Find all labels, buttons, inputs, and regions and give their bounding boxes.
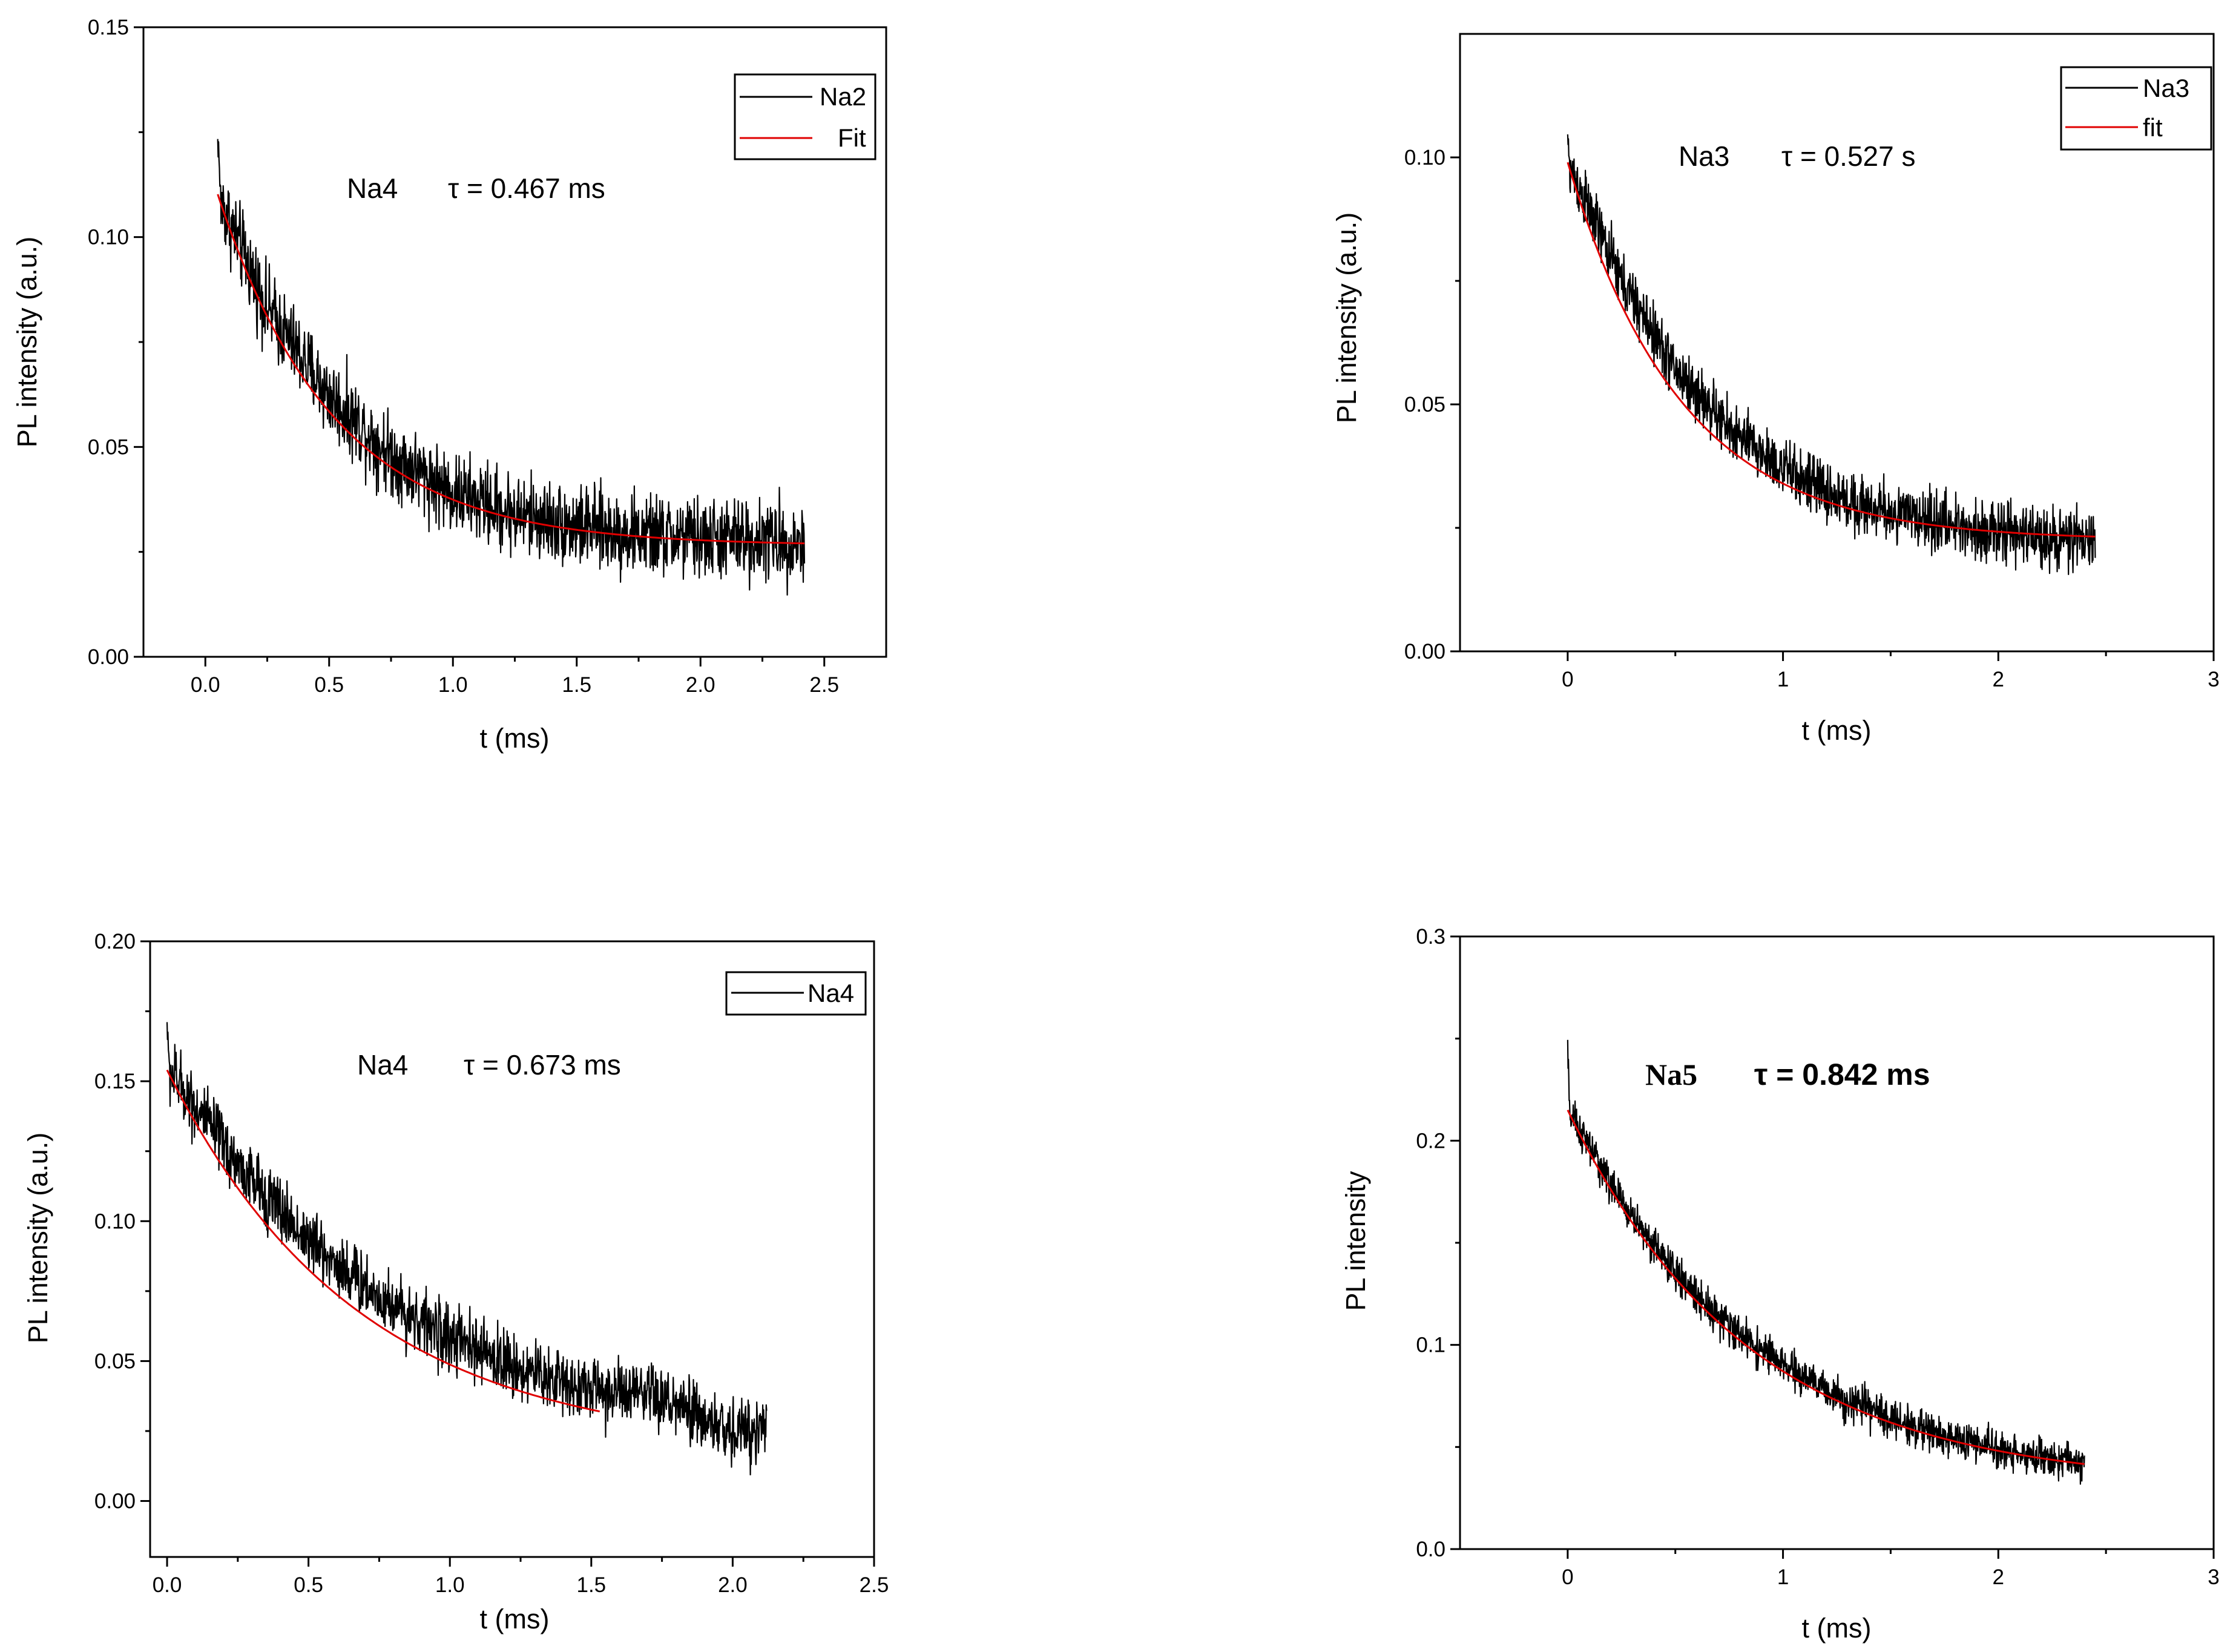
y-tick-label: 0.05 <box>88 435 129 459</box>
annotation-sample: Na4 <box>347 173 398 204</box>
panel-1: 0.00 0.05 0.10 0.15 0.0 0.5 1.0 1.5 2.0 2.5 t (m… <box>12 16 887 754</box>
y-tick-label: 0.2 <box>1416 1129 1445 1153</box>
x-ticks: 0 1 2 3 <box>1562 651 2220 691</box>
fit-curve <box>1567 162 2096 538</box>
y-ticks: 0.00 0.05 0.10 0.15 <box>88 16 143 669</box>
y-tick-label: 0.20 <box>94 930 136 953</box>
annotation-tau: τ = 0.467 ms <box>448 173 605 204</box>
legend: Na2 Fit <box>734 73 876 160</box>
y-tick-label: 0.0 <box>1416 1538 1445 1561</box>
plot-frame <box>149 940 875 1558</box>
y-tick-label: 0.15 <box>94 1070 136 1093</box>
series-line-na2 <box>217 139 806 596</box>
x-tick-label: 3 <box>2208 668 2219 691</box>
x-tick-label: 1.0 <box>438 673 468 697</box>
legend-label-na4: Na4 <box>807 979 854 1007</box>
x-tick-label: 2 <box>1993 668 2004 691</box>
legend: Na3 fit <box>2060 66 2212 151</box>
annotation-sample: Na3 <box>1679 140 1729 172</box>
y-ticks: 0.00 0.05 0.10 <box>1404 146 1460 663</box>
x-tick-label: 1.5 <box>576 1573 606 1597</box>
panel-3: 0.000.050.100.150.20 0.0 0.5 1.0 1.5 2.0 2.5 … <box>22 930 889 1634</box>
annotation-tau: τ = 0.842 ms <box>1754 1058 1930 1091</box>
y-ticks: 0.0 0.1 0.2 0.3 <box>1416 925 1460 1561</box>
legend-label-na3: Na3 <box>2143 74 2189 102</box>
plot-frame <box>1459 33 2215 653</box>
panel-4: 0.0 0.1 0.2 0.3 0 1 2 3 t (ms) PL intensity Na… <box>1340 925 2220 1644</box>
y-tick-label: 0.10 <box>94 1209 136 1233</box>
y-ticks: 0.00 0.05 0.10 0.15 0.20 <box>94 930 150 1513</box>
y-tick-label: 0.00 <box>1404 640 1445 663</box>
x-tick-label: 3 <box>2208 1565 2219 1589</box>
x-tick-label: 2.5 <box>860 1573 889 1597</box>
x-ticks: 0 1 2 3 <box>1562 1549 2220 1589</box>
x-ticks: 0.0 0.5 1.0 1.5 2.0 2.5 <box>191 657 839 697</box>
x-tick-label: 2.5 <box>809 673 839 697</box>
x-tick-label: 1 <box>1777 1565 1789 1589</box>
y-axis-label: PL intensity <box>1340 1171 1371 1311</box>
y-tick-label: 0.10 <box>88 226 129 249</box>
legend: Na4 <box>725 971 867 1016</box>
y-tick-label: 0.00 <box>88 645 129 669</box>
y-tick-label: 0.10 <box>1404 146 1445 169</box>
x-axis-label: t (ms) <box>1802 715 1872 746</box>
x-axis-label: t (ms) <box>1802 1613 1872 1644</box>
annotation-tau: τ = 0.673 ms <box>464 1049 621 1081</box>
y-tick-label: 0.1 <box>1416 1334 1445 1357</box>
series-line-na4 <box>166 1022 768 1476</box>
legend-label-fit: fit <box>2143 113 2163 142</box>
x-tick-label: 1.0 <box>435 1573 465 1597</box>
fit-curve <box>166 1069 600 1413</box>
x-tick-label: 0.0 <box>191 673 220 697</box>
series-line-na5 <box>1567 1039 2085 1485</box>
y-tick-label: 0.05 <box>94 1349 136 1373</box>
x-tick-label: 0.0 <box>153 1573 182 1597</box>
y-tick-label: 0.3 <box>1416 925 1445 949</box>
x-tick-label: 2.0 <box>686 673 715 697</box>
x-axis-label: t (ms) <box>480 723 550 754</box>
plot-frame <box>1459 935 2215 1550</box>
y-tick-label: 0.15 <box>88 16 129 39</box>
x-tick-label: 2.0 <box>718 1573 748 1597</box>
x-tick-label: 1.5 <box>562 673 591 697</box>
legend-label-na2: Na2 <box>820 82 866 111</box>
fit-curve <box>217 194 805 545</box>
fit-curve <box>1567 1110 2085 1465</box>
x-ticks: 0.0 0.5 1.0 1.5 2.0 2.5 <box>153 1557 889 1597</box>
x-tick-label: 0.5 <box>294 1573 323 1597</box>
y-axis-label: PL intensity (a.u.) <box>1331 212 1362 424</box>
x-tick-label: 2 <box>1993 1565 2004 1589</box>
legend-box <box>2060 66 2212 151</box>
y-axis-label: PL intensity (a.u.) <box>22 1133 53 1344</box>
x-axis-label: t (ms) <box>480 1604 550 1634</box>
y-tick-label: 0.00 <box>94 1490 136 1513</box>
annotation-tau: τ = 0.527 s <box>1781 140 1916 172</box>
legend-box <box>734 73 876 160</box>
x-tick-label: 0 <box>1562 668 1573 691</box>
x-tick-label: 0 <box>1562 1565 1573 1589</box>
series-line-na3 <box>1567 134 2096 575</box>
annotation-sample: Na5 <box>1645 1058 1697 1091</box>
y-tick-label: 0.05 <box>1404 393 1445 416</box>
y-axis-label: PL intensity (a.u.) <box>12 237 42 448</box>
x-tick-label: 1 <box>1777 668 1789 691</box>
annotation-sample: Na4 <box>357 1049 408 1081</box>
x-tick-label: 0.5 <box>314 673 344 697</box>
panel-2: 0.00 0.05 0.10 0 1 2 3 t (ms) PL intensity (a… <box>1331 33 2220 746</box>
legend-label-fit: Fit <box>838 123 866 152</box>
